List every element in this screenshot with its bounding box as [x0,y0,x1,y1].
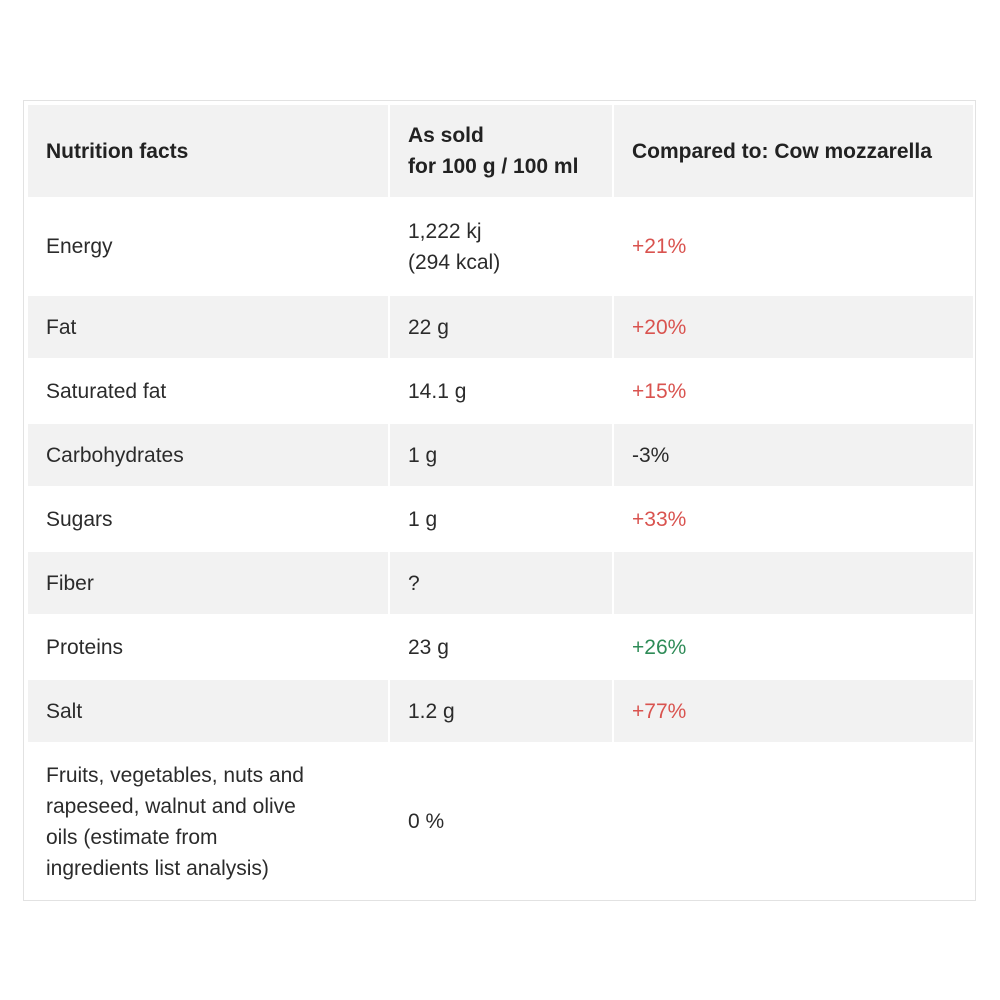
nutrition-table-frame: Nutrition facts As sold for 100 g / 100 … [23,100,976,901]
row-value-line1: 1,222 kj [408,219,482,243]
row-compare [614,744,973,899]
header-as-sold-line1: As sold [408,124,484,147]
row-compare: +26% [614,616,973,678]
header-as-sold-line2: for 100 g / 100 ml [408,155,579,178]
row-label-line1: Fruits, vegetables, nuts and [46,763,304,787]
row-value: ? [390,552,612,614]
row-label: Salt [28,680,388,742]
row-label-line2: rapeseed, walnut and olive [46,794,296,818]
row-value: 1,222 kj (294 kcal) [390,199,612,294]
row-label: Sugars [28,488,388,550]
table-row: Fat 22 g +20% [28,296,973,358]
header-nutrition-facts: Nutrition facts [28,105,388,197]
table-row: Fiber ? [28,552,973,614]
table-row: Proteins 23 g +26% [28,616,973,678]
row-label: Carbohydrates [28,424,388,486]
row-label: Proteins [28,616,388,678]
table-row: Sugars 1 g +33% [28,488,973,550]
table-row: Carbohydrates 1 g -3% [28,424,973,486]
row-label: Saturated fat [28,360,388,422]
nutrition-table: Nutrition facts As sold for 100 g / 100 … [26,103,975,901]
row-value: 1.2 g [390,680,612,742]
table-header-row: Nutrition facts As sold for 100 g / 100 … [28,105,973,197]
row-compare: +33% [614,488,973,550]
table-row: Salt 1.2 g +77% [28,680,973,742]
row-compare: +77% [614,680,973,742]
row-label-line3: oils (estimate from [46,825,218,849]
row-compare: +21% [614,199,973,294]
row-label-line4: ingredients list analysis) [46,856,269,880]
table-row: Fruits, vegetables, nuts and rapeseed, w… [28,744,973,899]
header-compared-to: Compared to: Cow mozzarella [614,105,973,197]
row-label: Fat [28,296,388,358]
table-row: Saturated fat 14.1 g +15% [28,360,973,422]
row-value-line2: (294 kcal) [408,250,501,274]
row-compare [614,552,973,614]
row-compare: +15% [614,360,973,422]
row-label: Fiber [28,552,388,614]
table-row: Energy 1,222 kj (294 kcal) +21% [28,199,973,294]
row-compare: +20% [614,296,973,358]
row-label: Energy [28,199,388,294]
row-compare: -3% [614,424,973,486]
row-value: 23 g [390,616,612,678]
row-value: 14.1 g [390,360,612,422]
row-value: 22 g [390,296,612,358]
header-as-sold: As sold for 100 g / 100 ml [390,105,612,197]
row-value: 0 % [390,744,612,899]
row-value: 1 g [390,424,612,486]
row-value: 1 g [390,488,612,550]
row-label: Fruits, vegetables, nuts and rapeseed, w… [28,744,388,899]
